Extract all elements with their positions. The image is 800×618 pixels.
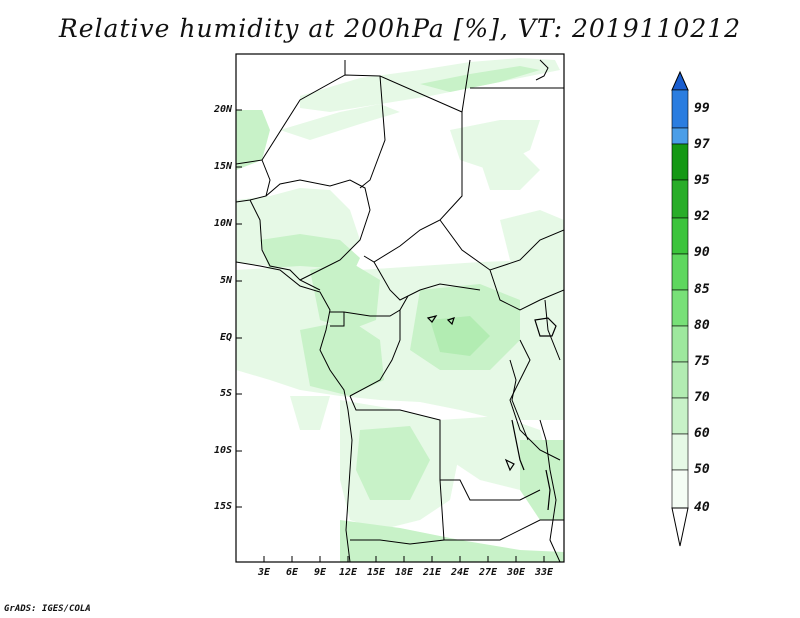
lat-label-10n: 10N	[213, 218, 232, 229]
colorbar-bottom-arrow	[671, 507, 689, 547]
colorbar-seg-85-90	[671, 217, 689, 255]
humidity-area-sahara-streak	[280, 104, 400, 140]
lake-malawi	[545, 469, 551, 511]
colorbar-seg-75-80	[671, 289, 689, 327]
lon-label-30e: 30E	[506, 567, 526, 578]
humidity-area-sudan-e	[500, 210, 564, 280]
lake-tanganyika	[511, 419, 525, 471]
lon-label-9e: 9E	[313, 567, 327, 578]
humidity-area-cameroon	[310, 262, 380, 330]
lon-label-15e: 15E	[366, 567, 386, 578]
lon-label-3e: 3E	[257, 567, 271, 578]
colorbar-label-92: 92	[694, 209, 710, 224]
lon-label-24e: 24E	[450, 567, 470, 578]
humidity-fields	[236, 58, 564, 562]
humidity-area-east-sahara	[450, 120, 540, 170]
lat-label-eq: EQ	[219, 332, 232, 343]
colorbar-label-85: 85	[694, 282, 710, 297]
colorbar-label-80: 80	[694, 318, 710, 333]
colorbar-seg-92-95	[671, 143, 689, 181]
lake-victoria	[534, 317, 557, 337]
colorbar-label-97: 97	[694, 137, 710, 152]
lon-label-12e: 12E	[338, 567, 358, 578]
lat-label-5s: 5S	[219, 388, 232, 399]
lat-label-20n: 20N	[213, 104, 232, 115]
colorbar-label-70: 70	[694, 390, 710, 405]
humidity-area-east-sahara-2	[480, 150, 540, 190]
humidity-area-nw	[236, 110, 270, 170]
colorbar-label-95: 95	[694, 173, 710, 188]
humidity-area-congo-core	[430, 316, 490, 356]
humidity-area-congo-w	[300, 320, 384, 396]
lon-label-27e: 27E	[478, 567, 498, 578]
colorbar-seg-90-92	[671, 179, 689, 219]
colorbar-label-60: 60	[694, 426, 710, 441]
colorbar-seg-70-75	[671, 325, 689, 363]
humidity-area-north-streak	[420, 66, 540, 92]
lat-label-10s: 10S	[213, 445, 232, 456]
lon-label-21e: 21E	[422, 567, 442, 578]
lon-label-18e: 18E	[394, 567, 414, 578]
coastlines	[236, 59, 561, 562]
map-border	[235, 53, 565, 563]
lon-label-33e: 33E	[534, 567, 554, 578]
grads-credit: GrADS: IGES/COLA	[4, 604, 91, 614]
colorbar-seg-97-99	[671, 89, 689, 129]
lat-label-5n: 5N	[219, 275, 232, 286]
colorbar-seg-60-70	[671, 361, 689, 399]
colorbar-seg-80-85	[671, 253, 689, 291]
lon-ticks	[263, 556, 545, 562]
colorbar-label-50: 50	[694, 462, 710, 477]
colorbar-seg-95-97	[671, 127, 689, 145]
colorbar	[671, 70, 689, 547]
lakes	[426, 315, 557, 511]
lat-label-15s: 15S	[213, 501, 232, 512]
colorbar-seg-below-40	[671, 469, 689, 509]
colorbar-seg-40-50	[671, 433, 689, 471]
colorbar-label-40: 40	[694, 500, 710, 515]
colorbar-top-arrow	[671, 70, 689, 91]
colorbar-label-75: 75	[694, 354, 710, 369]
map-title: Relative humidity at 200hPa [%], VT: 201…	[58, 14, 742, 43]
lon-label-6e: 6E	[285, 567, 299, 578]
humidity-area-angola-core	[356, 426, 430, 500]
colorbar-seg-50-60	[671, 397, 689, 435]
lake-bangweulu	[504, 458, 515, 472]
humidity-area-south-band	[340, 520, 564, 562]
country-boundaries	[236, 59, 564, 545]
humidity-area-atlantic	[290, 396, 330, 430]
colorbar-label-90: 90	[694, 245, 710, 260]
humidity-area-southeast	[520, 440, 564, 520]
lat-label-15n: 15N	[213, 161, 232, 172]
lat-ticks	[236, 109, 242, 508]
colorbar-label-99: 99	[694, 101, 710, 116]
